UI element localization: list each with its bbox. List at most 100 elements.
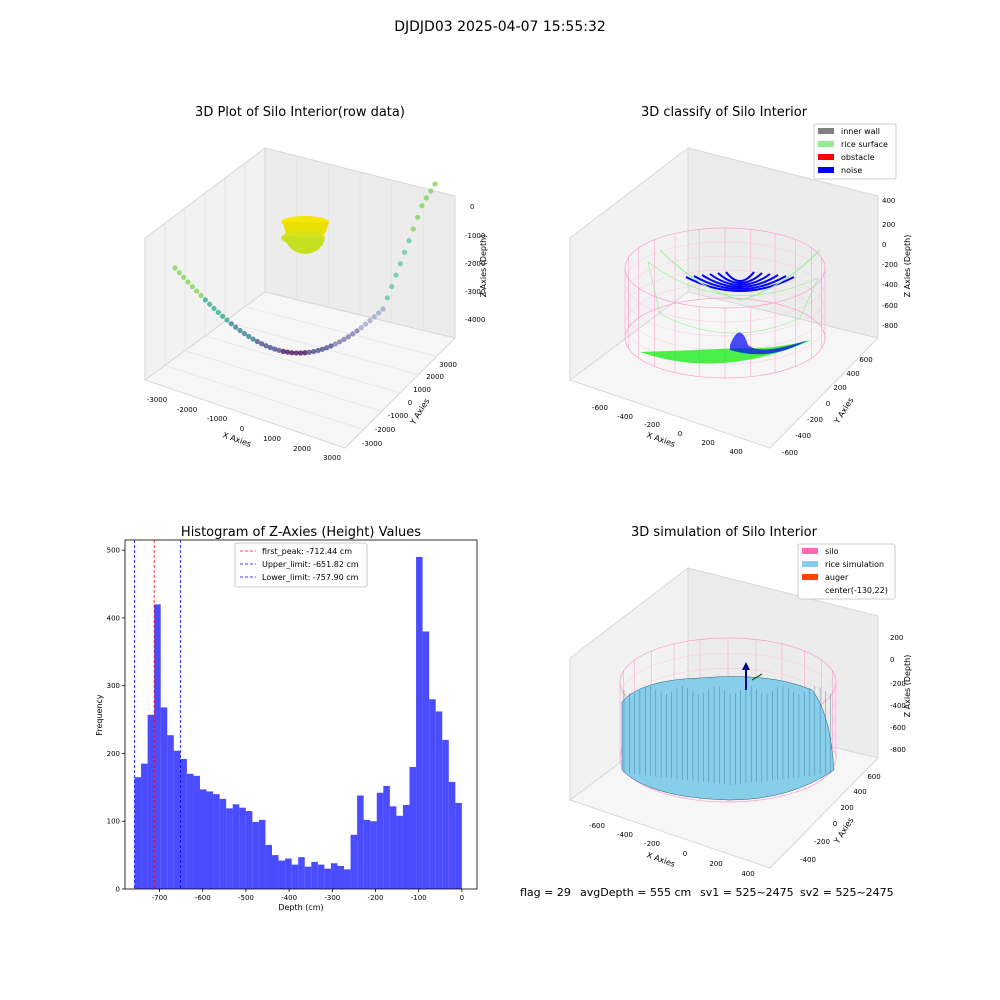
histogram-bar: [186, 773, 194, 889]
z-tick-labels: 200 0 -200 -400 -600 -800: [890, 634, 906, 754]
histogram-bar: [396, 815, 403, 889]
svg-text:0: 0: [408, 399, 412, 407]
raw-point: [350, 331, 356, 337]
noise-arc: [717, 272, 763, 284]
y-axis-label: Y Axies: [832, 396, 856, 426]
histogram-bar: [389, 806, 397, 889]
x-axis-label: Depth (cm): [278, 903, 323, 912]
svg-text:-1000: -1000: [465, 232, 485, 240]
svg-text:-400: -400: [800, 856, 816, 864]
panel-raw-title: 3D Plot of Silo Interior(row data): [195, 105, 405, 120]
threshold-lines: [134, 540, 181, 889]
raw-point: [419, 203, 425, 209]
raw-point: [315, 347, 321, 354]
histogram-bar: [272, 855, 279, 889]
histogram-bar: [317, 864, 325, 889]
silo-ring: [624, 283, 826, 365]
histogram-bar: [291, 864, 299, 889]
x-tick-labels: -3000 -2000 -1000 0 1000 2000 3000: [147, 396, 341, 462]
histogram-bar: [435, 711, 443, 889]
rice-surface: [647, 261, 819, 334]
svg-text:400: 400: [729, 448, 742, 456]
raw-point: [194, 288, 200, 294]
histogram-bar: [370, 821, 377, 889]
raw-point: [298, 350, 304, 356]
raw-point: [302, 350, 308, 356]
svg-text:-3000: -3000: [465, 288, 485, 296]
histogram-bar: [409, 767, 417, 889]
x-tick-label: -500: [238, 894, 254, 902]
raw-point: [237, 327, 243, 334]
histogram-legend: first_peak: -712.44 cm Upper_limit: -651.…: [234, 542, 368, 588]
svg-text:-400: -400: [795, 432, 811, 440]
svg-text:-200: -200: [814, 838, 830, 846]
auger: [742, 662, 763, 690]
svg-text:0: 0: [882, 241, 886, 249]
z-tick-labels: 0 -1000 -2000 -3000 -4000: [465, 203, 485, 324]
noise-arc: [701, 274, 779, 288]
svg-text:400: 400: [882, 197, 895, 205]
raw-point: [380, 306, 386, 312]
svg-text:3000: 3000: [439, 361, 457, 369]
svg-text:-400: -400: [617, 831, 633, 839]
histogram-bar: [167, 735, 174, 889]
svg-text:-3000: -3000: [362, 440, 382, 448]
noise-arc: [709, 273, 771, 286]
raw-point: [389, 283, 395, 290]
histogram-bar: [278, 860, 286, 889]
silo-ring: [624, 241, 826, 323]
raw-point: [220, 313, 226, 319]
silo-wireframe: [624, 227, 826, 379]
raw-point: [224, 317, 230, 323]
legend-label: rice surface: [841, 140, 888, 149]
raw-wall-arc: [172, 181, 438, 356]
svg-text:-2000: -2000: [375, 426, 395, 434]
raw-point: [428, 188, 434, 194]
histogram-bar: [285, 858, 292, 889]
svg-text:0: 0: [890, 656, 894, 664]
panel-classify-title: 3D classify of Silo Interior: [641, 105, 808, 120]
histogram-bar: [245, 811, 253, 889]
histogram-bar: [154, 604, 161, 889]
raw-point: [332, 341, 338, 347]
raw-top-blob: [281, 216, 329, 254]
svg-text:200: 200: [709, 860, 722, 868]
y-tick-label: 100: [107, 818, 120, 826]
svg-text:-600: -600: [589, 822, 605, 830]
svg-text:-400: -400: [617, 413, 633, 421]
raw-point: [406, 238, 412, 244]
histogram-bar: [442, 739, 449, 889]
histogram-bar: [383, 785, 390, 889]
svg-text:-400: -400: [890, 702, 906, 710]
histogram-bar: [429, 699, 436, 889]
raw-point: [241, 330, 247, 337]
histogram-bar: [357, 795, 364, 889]
y-tick-label: 200: [107, 750, 120, 758]
svg-text:-200: -200: [644, 840, 660, 848]
raw-point: [345, 334, 351, 340]
x-tick-label: -400: [281, 894, 297, 902]
raw-point: [202, 297, 208, 303]
y-tick-labels: -400 -200 0 200 400 600: [800, 773, 881, 864]
legend-swatch: [818, 141, 834, 147]
x-axis-label: X Axies: [221, 430, 252, 449]
x-tick: -2000: [177, 406, 197, 414]
svg-text:center(-130,22): center(-130,22): [825, 586, 888, 595]
svg-text:-2000: -2000: [465, 260, 485, 268]
y-tick-label: 400: [107, 614, 120, 622]
y-tick-labels: -600 -400 -200 0 200 400 600: [782, 356, 873, 457]
svg-text:200: 200: [701, 439, 714, 447]
raw-point: [376, 310, 382, 316]
y-tick-label: 0: [116, 886, 120, 894]
noise-arc: [685, 276, 795, 292]
histogram-bar: [252, 821, 259, 889]
legend-swatch: [818, 167, 834, 173]
raw-point: [198, 292, 204, 299]
raw-point: [276, 347, 282, 353]
svg-text:200: 200: [890, 634, 903, 642]
svg-text:200: 200: [840, 804, 853, 812]
svg-text:-600: -600: [592, 404, 608, 412]
silo-ring: [624, 255, 826, 337]
raw-point: [176, 270, 182, 276]
panel-simulation-title: 3D simulation of Silo Interior: [631, 525, 818, 540]
